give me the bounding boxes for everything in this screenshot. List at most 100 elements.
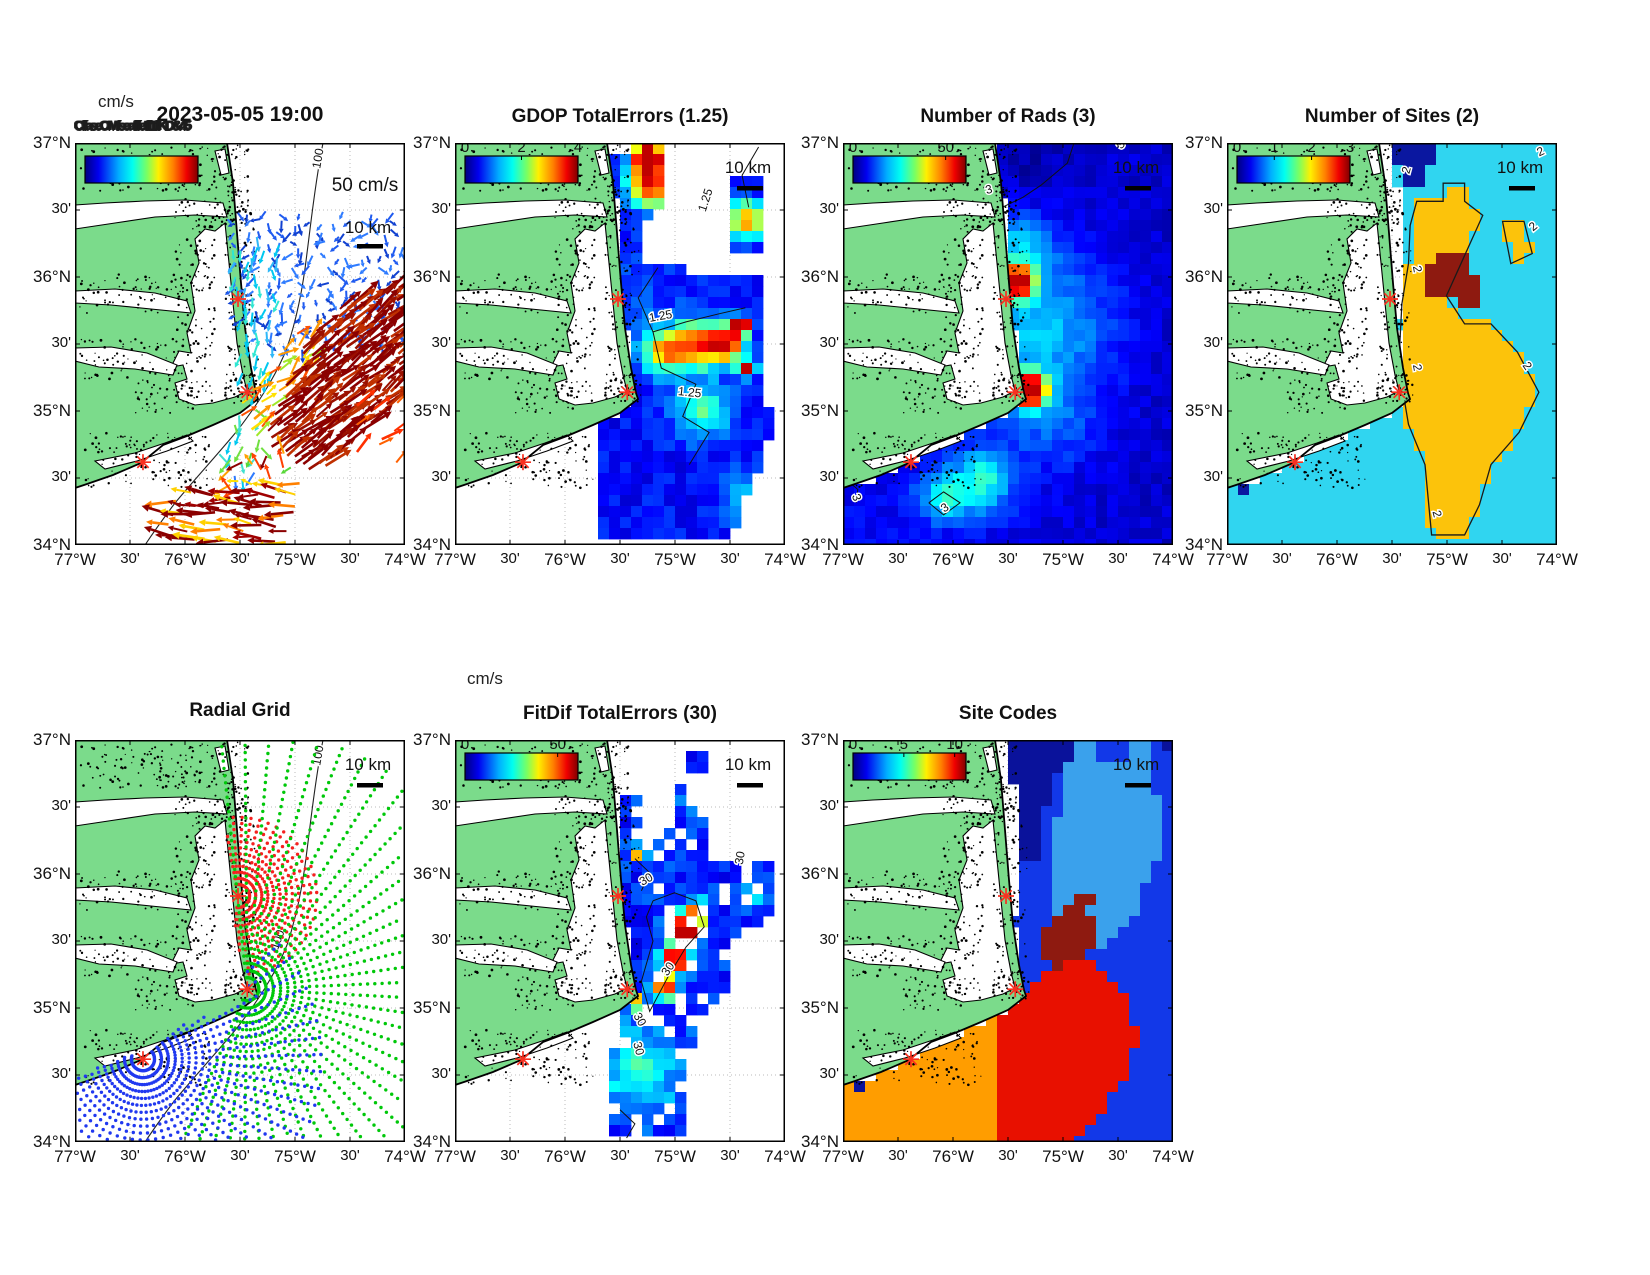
- x-tick-label: 75°W: [654, 550, 696, 569]
- y-tick-label: 30': [431, 797, 451, 814]
- x-tick-label: 30': [998, 1147, 1018, 1164]
- x-tick-label: 77°W: [822, 1147, 864, 1166]
- x-tick-label: 30': [888, 1147, 908, 1164]
- y-tick-label: 37°N: [413, 133, 451, 152]
- y-tick-label: 30': [431, 334, 451, 351]
- y-tick-label: 36°N: [33, 267, 71, 286]
- y-tick-label: 35°N: [801, 401, 839, 420]
- x-tick-label: 30': [1272, 550, 1292, 567]
- y-tick-label: 36°N: [33, 864, 71, 883]
- map-gdop: 1.251.251.250 2 410 km: [455, 143, 785, 545]
- y-tick-label: 30': [819, 334, 839, 351]
- y-tick-label: 30': [431, 931, 451, 948]
- panel-title-currents: 2023-05-05 19:00: [156, 103, 324, 126]
- y-tick-label: 37°N: [801, 730, 839, 749]
- y-tick-label: 30': [819, 931, 839, 948]
- y-tick-label: 30': [819, 1065, 839, 1082]
- svg-text:3: 3: [1113, 143, 1128, 152]
- x-tick-label: 30': [500, 1147, 520, 1164]
- svg-text:4: 4: [574, 143, 582, 156]
- y-tick-label: 36°N: [413, 864, 451, 883]
- panel-title-rads: Number of Rads (3): [920, 106, 1096, 127]
- y-tick-label: 37°N: [1185, 133, 1223, 152]
- y-tick-label: 37°N: [33, 730, 71, 749]
- x-tick-label: 74°W: [384, 1147, 426, 1166]
- x-tick-label: 30': [1108, 1147, 1128, 1164]
- x-tick-label: 76°W: [1316, 550, 1358, 569]
- x-tick-label: 76°W: [544, 550, 586, 569]
- x-tick-label: 74°W: [1152, 1147, 1194, 1166]
- y-tick-label: 35°N: [33, 401, 71, 420]
- x-tick-label: 30': [720, 1147, 740, 1164]
- x-tick-label: 75°W: [1426, 550, 1468, 569]
- y-tick-label: 35°N: [413, 401, 451, 420]
- x-tick-label: 75°W: [1042, 1147, 1084, 1166]
- y-tick-label: 37°N: [413, 730, 451, 749]
- x-tick-label: 76°W: [932, 1147, 974, 1166]
- y-tick-label: 30': [51, 334, 71, 351]
- x-tick-label: 77°W: [822, 550, 864, 569]
- x-tick-label: 30': [120, 550, 140, 567]
- x-tick-label: 30': [340, 550, 360, 567]
- y-tick-label: 35°N: [1185, 401, 1223, 420]
- panel-title-sitecodes: Site Codes: [958, 703, 1058, 724]
- x-tick-label: 30': [120, 1147, 140, 1164]
- colorbar-units-label-currents: cm/s: [98, 92, 134, 111]
- y-tick-label: 35°N: [801, 998, 839, 1017]
- x-tick-label: 30': [610, 1147, 630, 1164]
- x-tick-label: 74°W: [1152, 550, 1194, 569]
- svg-text:1.25: 1.25: [677, 384, 702, 400]
- x-tick-label: 30': [888, 550, 908, 567]
- svg-text:10 km: 10 km: [1113, 158, 1159, 177]
- x-tick-label: 74°W: [764, 1147, 806, 1166]
- y-tick-label: 34°N: [801, 535, 839, 554]
- svg-text:10 km: 10 km: [345, 218, 391, 237]
- y-tick-label: 36°N: [413, 267, 451, 286]
- x-tick-label: 30': [230, 550, 250, 567]
- y-tick-label: 30': [819, 200, 839, 217]
- svg-text:1.25: 1.25: [648, 307, 674, 325]
- svg-text:0: 0: [849, 143, 857, 156]
- x-tick-label: 76°W: [164, 550, 206, 569]
- svg-text:100: 100: [309, 147, 326, 169]
- y-tick-label: 30': [51, 200, 71, 217]
- y-tick-label: 37°N: [33, 133, 71, 152]
- x-tick-label: 76°W: [164, 1147, 206, 1166]
- x-tick-label: 30': [1492, 550, 1512, 567]
- x-tick-label: 75°W: [274, 1147, 316, 1166]
- y-tick-label: 37°N: [801, 133, 839, 152]
- panel-title-gdop: GDOP TotalErrors (1.25): [511, 106, 729, 127]
- x-tick-label: 30': [500, 550, 520, 567]
- x-tick-label: 76°W: [932, 550, 974, 569]
- y-tick-label: 36°N: [801, 864, 839, 883]
- x-tick-label: 75°W: [274, 550, 316, 569]
- svg-text:0: 0: [461, 143, 469, 156]
- x-tick-label: 30': [1108, 550, 1128, 567]
- y-tick-label: 30': [1203, 334, 1223, 351]
- x-tick-label: 30': [1382, 550, 1402, 567]
- colorbar-units-label-fitdif: cm/s: [467, 669, 503, 688]
- x-tick-label: 75°W: [654, 1147, 696, 1166]
- y-tick-label: 34°N: [33, 1132, 71, 1151]
- x-tick-label: 75°W: [1042, 550, 1084, 569]
- x-tick-label: 30': [720, 550, 740, 567]
- y-tick-label: 34°N: [413, 535, 451, 554]
- y-tick-label: 35°N: [33, 998, 71, 1017]
- x-tick-label: 77°W: [434, 550, 476, 569]
- y-tick-label: 36°N: [801, 267, 839, 286]
- svg-text:50 cm/s: 50 cm/s: [332, 175, 399, 196]
- panel-title-fitdif: FitDif TotalErrors (30): [523, 703, 717, 724]
- svg-text:2: 2: [517, 143, 525, 156]
- x-tick-label: 30': [998, 550, 1018, 567]
- y-tick-label: 34°N: [1185, 535, 1223, 554]
- y-tick-label: 30': [51, 1065, 71, 1082]
- panel-title-sites: Number of Sites (2): [1304, 106, 1480, 127]
- y-tick-label: 30': [1203, 468, 1223, 485]
- y-tick-label: 34°N: [413, 1132, 451, 1151]
- x-tick-label: 77°W: [434, 1147, 476, 1166]
- y-tick-label: 30': [51, 931, 71, 948]
